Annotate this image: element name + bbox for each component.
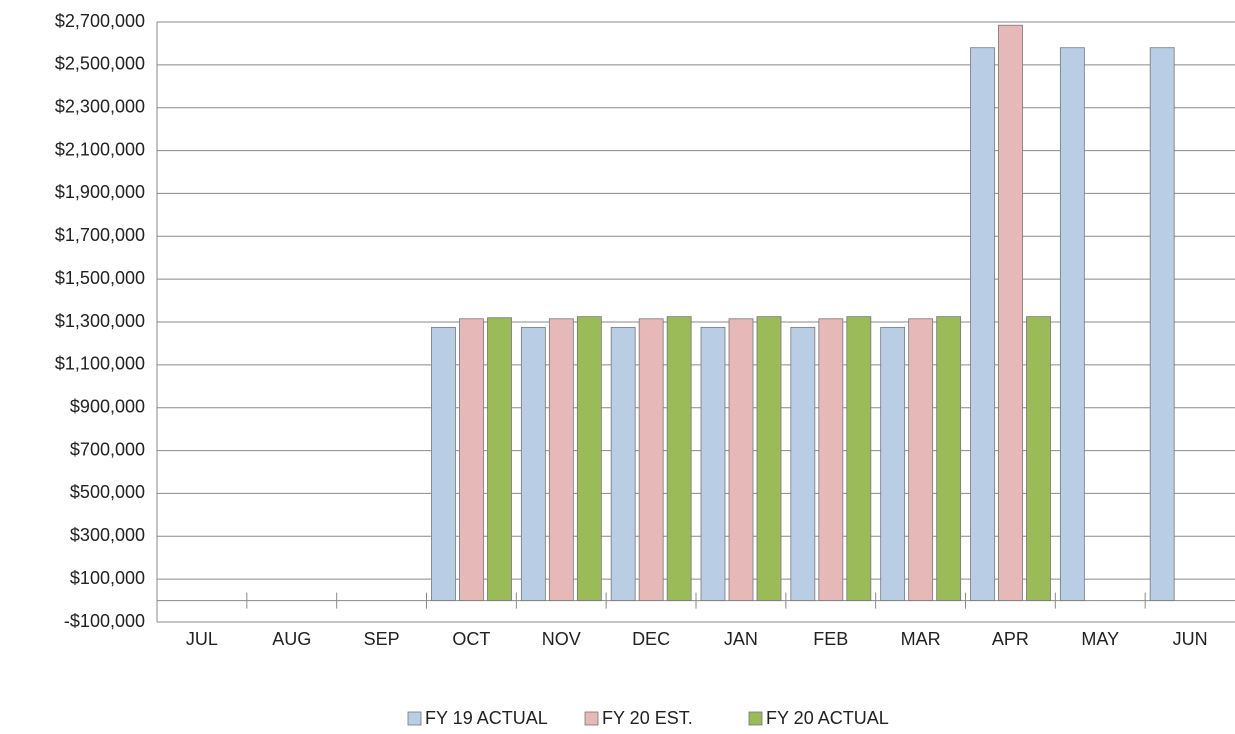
y-tick-label: $100,000 <box>70 568 145 588</box>
y-tick-label: $900,000 <box>70 396 145 416</box>
bar <box>487 317 512 601</box>
bar <box>576 316 602 601</box>
y-tick-label: $1,500,000 <box>55 268 145 288</box>
x-tick-label: AUG <box>272 629 311 649</box>
bar <box>998 24 1023 601</box>
y-tick-label: $2,100,000 <box>55 139 145 159</box>
legend-label: FY 20 ACTUAL <box>766 708 889 728</box>
bar <box>459 318 484 601</box>
bar <box>1026 316 1051 601</box>
bar <box>700 326 726 601</box>
x-tick-label: APR <box>992 629 1029 649</box>
bar <box>1059 47 1085 601</box>
x-tick-label: NOV <box>542 629 581 649</box>
bar <box>970 47 995 601</box>
bar <box>880 326 906 601</box>
x-tick-label: JAN <box>724 629 758 649</box>
y-tick-label: $2,300,000 <box>55 96 145 116</box>
legend-label: FY 20 EST. <box>602 708 693 728</box>
y-tick-label: $300,000 <box>70 525 145 545</box>
bar <box>548 318 574 601</box>
bar <box>666 316 692 601</box>
bar <box>520 326 546 601</box>
bar <box>728 318 754 601</box>
bar <box>846 316 872 601</box>
bar <box>818 318 844 601</box>
y-tick-label: $1,700,000 <box>55 225 145 245</box>
bar <box>431 326 456 601</box>
bar <box>936 316 962 601</box>
bar <box>790 326 816 601</box>
x-tick-label: MAR <box>901 629 941 649</box>
y-tick-label: $1,100,000 <box>55 354 145 374</box>
y-tick-label: $2,500,000 <box>55 54 145 74</box>
x-tick-label: OCT <box>452 629 490 649</box>
y-tick-label: $1,300,000 <box>55 311 145 331</box>
y-tick-label: -$100,000 <box>64 611 145 631</box>
bar <box>1149 47 1175 601</box>
bar <box>756 316 782 601</box>
x-tick-label: DEC <box>632 629 670 649</box>
y-tick-label: $500,000 <box>70 482 145 502</box>
x-tick-label: SEP <box>364 629 400 649</box>
bar <box>638 318 664 601</box>
y-tick-label: $1,900,000 <box>55 182 145 202</box>
x-tick-label: FEB <box>813 629 848 649</box>
bar <box>908 318 934 601</box>
legend-marker <box>748 711 763 726</box>
legend-marker <box>407 711 422 726</box>
y-tick-label: $700,000 <box>70 439 145 459</box>
x-tick-label: JUL <box>186 629 218 649</box>
y-tick-label: $2,700,000 <box>55 11 145 31</box>
legend-marker <box>584 711 599 726</box>
bar <box>610 326 636 601</box>
x-tick-label: MAY <box>1081 629 1119 649</box>
legend-label: FY 19 ACTUAL <box>425 708 548 728</box>
x-tick-label: JUN <box>1173 629 1208 649</box>
